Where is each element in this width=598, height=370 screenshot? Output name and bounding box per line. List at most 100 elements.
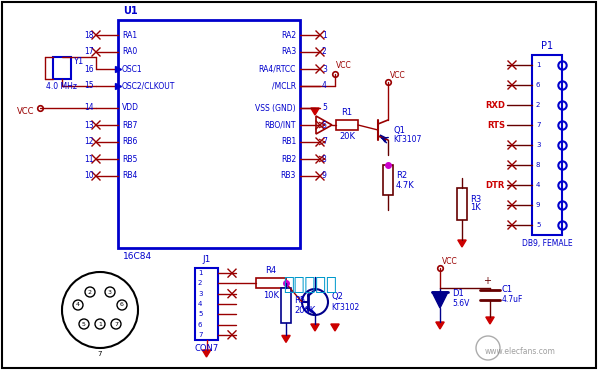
Text: OSC1: OSC1 bbox=[122, 64, 143, 74]
Text: 电子发烧友: 电子发烧友 bbox=[283, 276, 337, 294]
Text: RB2: RB2 bbox=[280, 155, 296, 164]
Text: 7: 7 bbox=[322, 138, 327, 147]
Text: 7: 7 bbox=[198, 332, 203, 338]
Text: 1: 1 bbox=[536, 62, 541, 68]
Text: 4.7K: 4.7K bbox=[396, 181, 415, 189]
Text: +: + bbox=[483, 276, 491, 286]
Text: J1: J1 bbox=[202, 255, 210, 264]
Text: www.elecfans.com: www.elecfans.com bbox=[484, 347, 556, 357]
Text: 4: 4 bbox=[198, 301, 202, 307]
Text: 5: 5 bbox=[322, 104, 327, 112]
Text: 10: 10 bbox=[84, 172, 94, 181]
Text: 4: 4 bbox=[76, 303, 80, 307]
Text: Q2: Q2 bbox=[331, 293, 343, 302]
Polygon shape bbox=[458, 240, 466, 247]
Text: 7: 7 bbox=[114, 322, 118, 326]
Polygon shape bbox=[202, 350, 210, 357]
Text: RA2: RA2 bbox=[281, 30, 296, 40]
Text: 1K: 1K bbox=[470, 204, 481, 212]
Polygon shape bbox=[436, 322, 444, 329]
Text: VDD: VDD bbox=[122, 104, 139, 112]
Text: 1: 1 bbox=[198, 270, 203, 276]
Text: 12: 12 bbox=[84, 138, 94, 147]
Text: 3: 3 bbox=[198, 291, 203, 297]
Text: 9: 9 bbox=[536, 202, 541, 208]
Bar bbox=[118, 20, 300, 248]
Text: RTS: RTS bbox=[487, 121, 505, 130]
Text: D1: D1 bbox=[452, 289, 464, 299]
Polygon shape bbox=[331, 324, 339, 331]
Text: 2: 2 bbox=[88, 289, 92, 295]
Text: RB5: RB5 bbox=[122, 155, 138, 164]
Text: 11: 11 bbox=[84, 155, 94, 164]
Text: DTR: DTR bbox=[486, 181, 505, 189]
Text: 13: 13 bbox=[84, 121, 94, 130]
Text: RB3: RB3 bbox=[280, 172, 296, 181]
Text: 5: 5 bbox=[82, 322, 86, 326]
Text: OSC2/CLKOUT: OSC2/CLKOUT bbox=[122, 81, 175, 91]
Text: 200K: 200K bbox=[294, 306, 315, 316]
Text: RXD: RXD bbox=[485, 101, 505, 110]
Text: R5: R5 bbox=[294, 296, 305, 305]
Text: 16C84: 16C84 bbox=[123, 252, 152, 261]
Text: RBO/INT: RBO/INT bbox=[264, 121, 296, 130]
Text: VCC: VCC bbox=[442, 257, 457, 266]
Text: 8: 8 bbox=[536, 162, 541, 168]
Polygon shape bbox=[380, 135, 386, 142]
Polygon shape bbox=[306, 308, 315, 314]
Text: 2: 2 bbox=[198, 280, 202, 286]
Text: 5: 5 bbox=[536, 222, 541, 228]
Bar bbox=[532, 55, 562, 235]
Text: RB6: RB6 bbox=[122, 138, 138, 147]
Text: KT3107: KT3107 bbox=[393, 135, 422, 145]
Text: 8: 8 bbox=[322, 155, 327, 164]
Text: 4: 4 bbox=[536, 182, 541, 188]
Text: 7: 7 bbox=[97, 351, 102, 357]
Text: P1: P1 bbox=[541, 41, 553, 51]
Polygon shape bbox=[282, 336, 290, 342]
Text: 5: 5 bbox=[198, 311, 202, 317]
Text: VCC: VCC bbox=[336, 61, 352, 70]
Polygon shape bbox=[432, 292, 448, 308]
Text: RA3: RA3 bbox=[280, 47, 296, 57]
Text: 4.0 MHz: 4.0 MHz bbox=[47, 82, 78, 91]
Bar bbox=[383, 165, 393, 195]
Text: 3: 3 bbox=[536, 142, 541, 148]
Text: U1: U1 bbox=[123, 6, 138, 16]
Text: 17: 17 bbox=[84, 47, 94, 57]
Text: 3: 3 bbox=[322, 64, 327, 74]
Bar bbox=[281, 289, 291, 323]
Text: RB1: RB1 bbox=[280, 138, 296, 147]
Text: 9: 9 bbox=[322, 172, 327, 181]
Text: 1: 1 bbox=[322, 30, 327, 40]
Text: VCC: VCC bbox=[390, 71, 406, 80]
Text: R4: R4 bbox=[266, 266, 276, 275]
Text: R2: R2 bbox=[396, 171, 407, 179]
Text: 18: 18 bbox=[84, 30, 94, 40]
Bar bbox=[336, 120, 358, 130]
Text: 6: 6 bbox=[536, 82, 541, 88]
Text: 6: 6 bbox=[198, 322, 203, 327]
Polygon shape bbox=[486, 317, 494, 324]
Text: 20K: 20K bbox=[339, 132, 355, 141]
Text: KT3102: KT3102 bbox=[331, 303, 359, 312]
Text: 2: 2 bbox=[322, 47, 327, 57]
Text: Y1: Y1 bbox=[73, 57, 83, 67]
Text: 6: 6 bbox=[322, 121, 327, 130]
Text: 15: 15 bbox=[84, 81, 94, 91]
Bar bbox=[195, 268, 218, 340]
Text: R1: R1 bbox=[341, 108, 353, 117]
Text: RA0: RA0 bbox=[122, 47, 138, 57]
Bar bbox=[256, 279, 286, 289]
Text: C1: C1 bbox=[502, 285, 513, 293]
Text: Q1: Q1 bbox=[393, 125, 405, 135]
Text: 3: 3 bbox=[108, 289, 112, 295]
Text: 5.6V: 5.6V bbox=[452, 299, 469, 309]
Polygon shape bbox=[311, 324, 319, 331]
Text: 14: 14 bbox=[84, 104, 94, 112]
Text: /MCLR: /MCLR bbox=[272, 81, 296, 91]
Text: 2: 2 bbox=[536, 102, 541, 108]
Text: 16: 16 bbox=[84, 64, 94, 74]
Text: RA4/RTCC: RA4/RTCC bbox=[258, 64, 296, 74]
Text: RB7: RB7 bbox=[122, 121, 138, 130]
